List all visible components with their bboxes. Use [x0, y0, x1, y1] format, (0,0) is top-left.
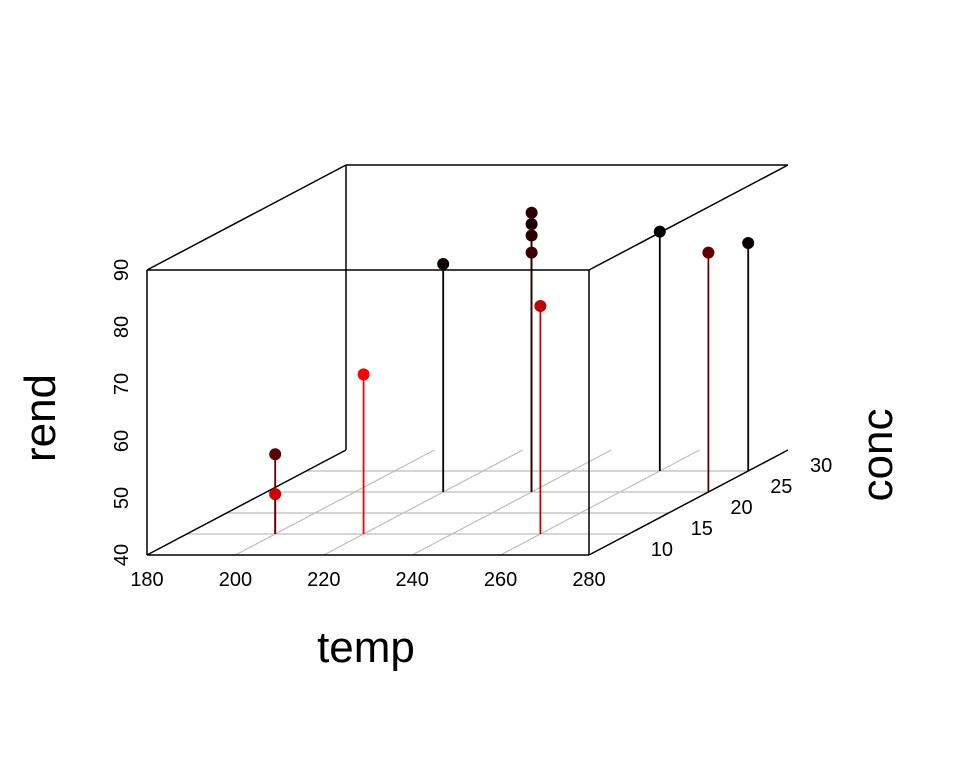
data-point	[525, 218, 538, 231]
x-axis-label: temp	[317, 623, 415, 672]
z-tick-label: 80	[111, 316, 133, 338]
tick-labels: 180 200 220 240 260 280 40 50 60 70 80 90 10 15 20 25 30	[111, 259, 832, 591]
x-tick-label: 220	[307, 569, 340, 591]
data-point	[525, 229, 538, 242]
z-tick-label: 70	[111, 373, 133, 395]
data-points	[269, 206, 755, 501]
data-point	[653, 225, 666, 238]
data-point	[742, 237, 755, 249]
y-tick-label: 15	[691, 518, 713, 540]
z-tick-label: 60	[111, 430, 133, 452]
y-tick-label: 20	[730, 497, 752, 519]
x-tick-label: 280	[572, 569, 605, 591]
z-tick-label: 90	[111, 259, 133, 281]
y-tick-label: 25	[770, 476, 792, 498]
box-back-edges	[146, 164, 789, 556]
y-tick-label: 10	[651, 539, 673, 561]
box-edge	[146, 164, 347, 271]
data-point	[269, 448, 282, 461]
z-tick-label: 40	[111, 544, 133, 566]
data-point	[437, 258, 450, 270]
y-axis-label: conc	[853, 409, 902, 502]
data-point	[525, 246, 538, 259]
floor-grid	[186, 449, 749, 556]
grid-line-x	[411, 449, 612, 556]
grid-line-x	[323, 449, 524, 556]
box-edge	[146, 449, 347, 556]
x-tick-label: 180	[130, 569, 163, 591]
grid-line-x	[235, 449, 435, 556]
box-edge	[588, 164, 789, 271]
box-edge	[588, 449, 789, 556]
box-front-edges	[146, 269, 590, 556]
data-point	[357, 368, 370, 381]
z-axis-label: rend	[16, 374, 65, 462]
drop-lines	[274, 212, 750, 534]
grid-line-x	[500, 449, 700, 556]
data-point	[702, 246, 715, 259]
x-tick-label: 200	[219, 569, 252, 591]
x-tick-label: 260	[484, 569, 517, 591]
z-tick-label: 50	[111, 487, 133, 509]
data-point	[269, 488, 282, 501]
y-tick-label: 30	[810, 455, 832, 477]
x-tick-label: 240	[396, 569, 429, 591]
data-point	[534, 300, 547, 312]
data-point	[525, 206, 538, 219]
